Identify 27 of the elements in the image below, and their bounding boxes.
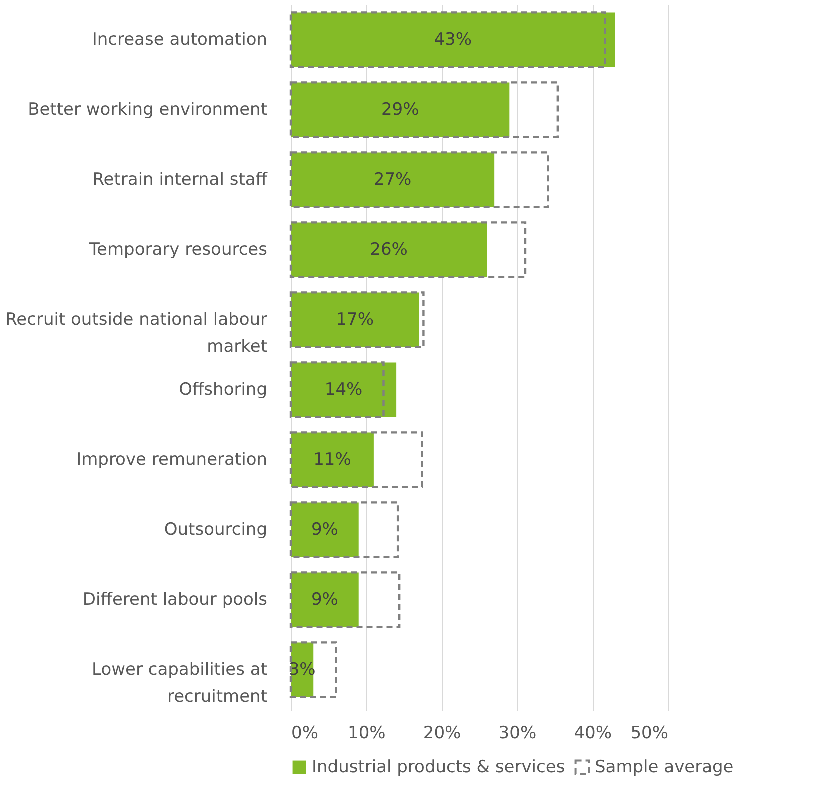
data-label: 11%	[314, 450, 352, 470]
y-tick-label: Offshoring	[179, 380, 268, 400]
data-label: 29%	[381, 100, 420, 120]
data-label: 27%	[374, 170, 412, 190]
data-label: 17%	[336, 310, 374, 330]
x-tick-label: 20%	[423, 724, 462, 744]
legend-label: Sample average	[595, 758, 734, 778]
x-tick-label: 40%	[574, 724, 612, 744]
data-label: 14%	[324, 380, 363, 400]
y-tick-label: Temporary resources	[88, 240, 268, 260]
data-label: 9%	[311, 590, 338, 610]
y-tick-label: Retrain internal staff	[92, 170, 269, 190]
data-label: 26%	[370, 240, 408, 260]
y-tick-label: Improve remuneration	[76, 450, 268, 470]
legend-label: Industrial products & services	[312, 758, 566, 778]
y-tick-label: Better working environment	[28, 100, 268, 120]
data-label: 43%	[434, 30, 472, 50]
y-tick-label: Recruit outside national labour market	[6, 310, 268, 357]
x-tick-label: 0%	[292, 724, 318, 744]
y-tick-label: Outsourcing	[164, 520, 268, 540]
x-tick-label: 10%	[348, 724, 386, 744]
y-tick-label: Lower capabilities at recruitment	[92, 660, 268, 707]
x-tick-label: 50%	[630, 724, 668, 744]
y-tick-label: Increase automation	[92, 30, 268, 50]
y-tick-label: Different labour pools	[82, 590, 268, 610]
x-tick-label: 30%	[498, 724, 537, 744]
data-label: 9%	[311, 520, 338, 540]
